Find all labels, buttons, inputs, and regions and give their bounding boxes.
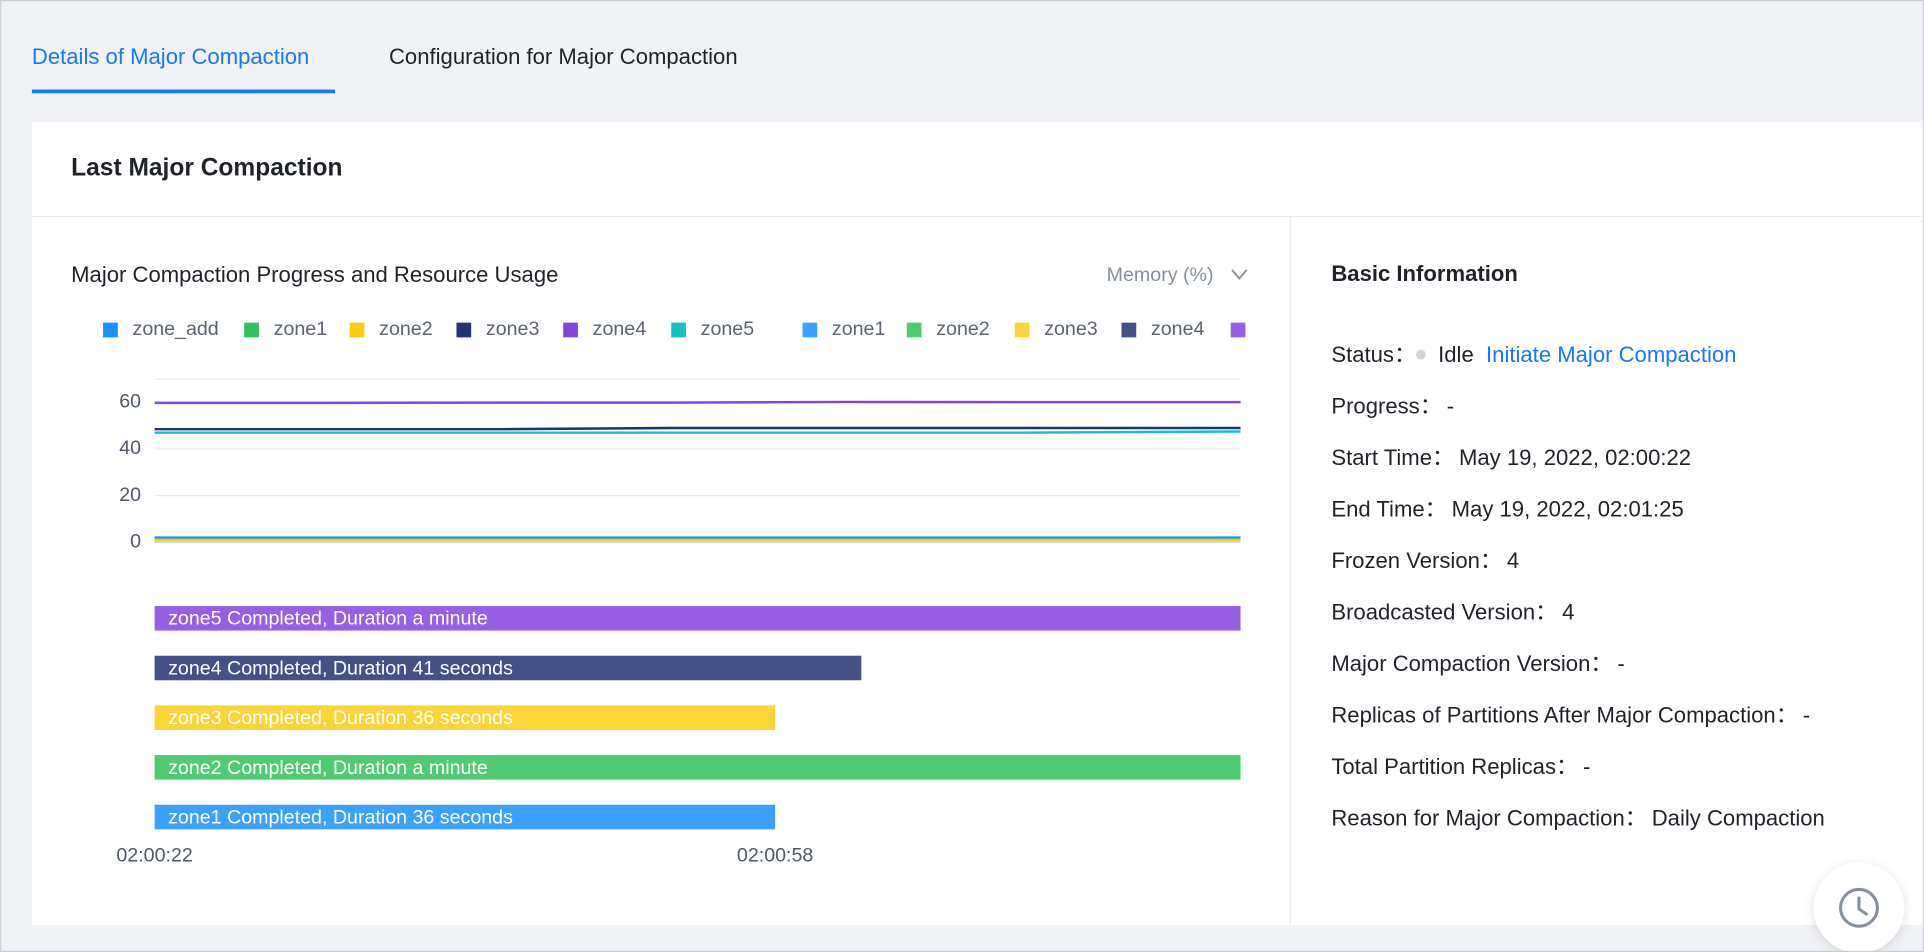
legend-label: zone1: [832, 318, 885, 340]
info-value: -: [1802, 702, 1811, 728]
x-tick-label: 02:00:58: [737, 844, 813, 866]
info-label: Start Time：: [1331, 445, 1455, 470]
y-tick-label: 20: [119, 484, 141, 506]
bar-label: zone4 Completed, Duration 41 seconds: [168, 657, 513, 679]
chart: Major Compaction Progress and Resource U…: [71, 262, 1248, 866]
info-row: Reason for Major Compaction： Daily Compac…: [1331, 793, 1824, 845]
info-label: Broadcasted Version：: [1331, 599, 1558, 625]
legend-swatch: [1230, 322, 1246, 338]
info-row: Progress： -: [1331, 380, 1824, 432]
y-tick-label: 60: [119, 391, 141, 413]
legend-swatch: [103, 322, 118, 338]
info-value: May 19, 2022, 02:00:22: [1458, 445, 1692, 470]
dropdown-icon[interactable]: [1231, 269, 1248, 280]
legend-label: zone5: [701, 318, 755, 340]
history-button[interactable]: [1813, 862, 1905, 951]
info-value: 4: [1506, 548, 1520, 573]
info-value: 4: [1562, 599, 1575, 625]
card-title: Last Major Compaction: [71, 154, 343, 182]
info-row: End Time： May 19, 2022, 02:01:25: [1331, 483, 1824, 535]
info-value: -: [1582, 754, 1591, 780]
divider: [1289, 217, 1291, 926]
info-value: -: [1617, 651, 1625, 676]
chart-title: Major Compaction Progress and Resource U…: [71, 262, 558, 287]
info-label: Status：: [1331, 342, 1417, 367]
info-value: May 19, 2022, 02:01:25: [1451, 496, 1684, 522]
info-row: Replicas of Partitions After Major Compa…: [1331, 689, 1824, 741]
clock-icon: [1839, 887, 1879, 928]
legend-swatch: [456, 322, 472, 338]
legend-label: zone2: [379, 318, 432, 340]
legend-swatch: [906, 322, 922, 338]
info-row: Start Time： May 19, 2022, 02:00:22: [1331, 432, 1824, 484]
line-series: [154, 400, 1241, 405]
info-label: Total Partition Replicas：: [1331, 754, 1579, 780]
info-value: -: [1446, 393, 1455, 419]
info-row: Broadcasted Version： 4: [1331, 586, 1824, 638]
duration-bar: [154, 655, 862, 681]
bar-label: zone2 Completed, Duration a minute: [168, 757, 488, 779]
legend-swatch: [1121, 322, 1137, 338]
line-series: [154, 430, 1241, 434]
bar-label: zone1 Completed, Duration 36 seconds: [168, 806, 513, 828]
legend-label: zone1: [274, 318, 327, 340]
legend-swatch: [563, 322, 578, 338]
info-value: Idle: [1438, 342, 1474, 367]
legend-swatch: [1014, 322, 1030, 338]
legend-swatch: [671, 322, 686, 338]
duration-bar: [154, 755, 1241, 780]
legend-label: zone3: [486, 318, 540, 340]
metric-selector[interactable]: Memory (%): [1107, 264, 1214, 286]
tab-indicator: [31, 89, 335, 94]
status-dot: [1416, 349, 1426, 360]
action-link[interactable]: Initiate Major Compaction: [1486, 342, 1737, 367]
tab[interactable]: Configuration for Major Compaction: [388, 44, 738, 69]
info-row: Frozen Version： 4: [1331, 535, 1824, 587]
legend-label: zone2: [936, 318, 989, 340]
duration-bar: [154, 606, 1241, 631]
legend-swatch: [802, 322, 818, 338]
section-title: Basic Information: [1331, 261, 1518, 286]
legend-label: zone3: [1044, 318, 1098, 340]
card: Last Major Compaction Basic Information …: [31, 121, 1923, 926]
x-tick-label: 02:00:22: [116, 844, 192, 866]
basic-info: Basic Information Status： Idle Initiate Ma…: [1331, 261, 1824, 844]
info-value: Daily Compaction: [1651, 806, 1825, 831]
bar-label: zone5 Completed, Duration a minute: [168, 608, 488, 630]
divider: [31, 215, 1923, 218]
info-row: Major Compaction Version： -: [1331, 638, 1824, 690]
duration-bar: [154, 705, 776, 730]
info-row: Total Partition Replicas： -: [1331, 741, 1824, 793]
info-label: Progress：: [1331, 393, 1442, 419]
legend-swatch: [244, 322, 259, 338]
info-label: Reason for Major Compaction：: [1331, 806, 1647, 831]
legend-label: zone4: [1151, 318, 1205, 340]
legend-swatch: [349, 322, 365, 338]
y-tick-label: 40: [119, 437, 141, 459]
duration-bar: [154, 804, 776, 830]
info-label: Replicas of Partitions After Major Compa…: [1331, 702, 1798, 728]
info-label: Frozen Version：: [1331, 548, 1502, 573]
info-label: Major Compaction Version：: [1331, 651, 1613, 676]
info-row: Status： Idle Initiate Major Compaction: [1331, 329, 1824, 381]
bar-label: zone3 Completed, Duration 36 seconds: [168, 707, 513, 729]
line-series: [154, 426, 1241, 431]
info-label: End Time：: [1331, 496, 1447, 522]
tab[interactable]: Details of Major Compaction: [31, 44, 310, 69]
legend-label: zone4: [593, 318, 647, 340]
y-tick-label: 0: [130, 530, 141, 552]
legend-label: zone_add: [133, 318, 219, 340]
